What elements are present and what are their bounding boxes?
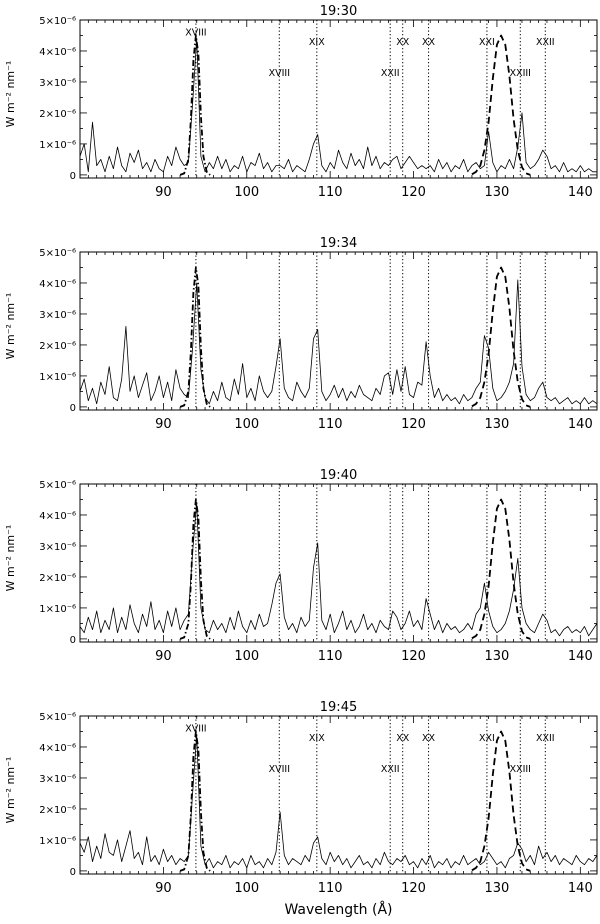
y-tick-label: 0 (70, 403, 76, 414)
y-tick-label: 0 (70, 171, 76, 182)
x-tick-label: 120 (401, 649, 426, 664)
marker-label: XVIII (185, 723, 206, 734)
panel-1: 19:34 90 100 110 120 130 140 0 1×10⁻⁶ 2×10⁻⁶ 3×10⁻… (4, 236, 598, 432)
marker-label: XXI (479, 37, 495, 48)
panel-title: 19:40 (320, 468, 357, 483)
y-tick-label: 1×10⁻⁶ (39, 372, 76, 383)
x-tick-label: 140 (568, 417, 593, 432)
x-tick-label: 100 (234, 881, 259, 896)
y-tick-label: 5×10⁻⁶ (39, 16, 76, 27)
y-tick-label: 1×10⁻⁶ (39, 604, 76, 615)
marker-label: XIX (309, 37, 325, 48)
panel-0: 19:30 XVIII XIX XX XX XXI XXII XVIII XXII XXIII 90… (4, 4, 598, 200)
y-tick-label: 4×10⁻⁶ (39, 47, 76, 58)
y-axis-label: W m⁻² nm⁻¹ (4, 525, 17, 592)
y-tick-label: 3×10⁻⁶ (39, 78, 76, 89)
x-tick-label: 130 (485, 881, 510, 896)
series-dashdot (179, 34, 211, 176)
y-tick-label: 3×10⁻⁶ (39, 542, 76, 553)
series-dashed (471, 498, 531, 640)
x-tick-label: 120 (401, 881, 426, 896)
series-solid (79, 734, 598, 869)
marker-label: XX (422, 733, 436, 744)
marker-label: XVIII (269, 68, 290, 79)
series-dashed (471, 730, 531, 872)
x-tick-label: 120 (401, 417, 426, 432)
y-tick-label: 5×10⁻⁶ (39, 480, 76, 491)
y-tick-label: 3×10⁻⁶ (39, 310, 76, 321)
y-tick-label: 2×10⁻⁶ (39, 341, 76, 352)
panel-2: 19:40 90 100 110 120 130 140 0 1×10⁻⁶ 2×10⁻⁶ 3×10⁻… (4, 468, 598, 664)
marker-label: XXII (536, 733, 555, 744)
y-tick-label: 3×10⁻⁶ (39, 774, 76, 785)
y-tick-label: 5×10⁻⁶ (39, 712, 76, 723)
y-tick-label: 0 (70, 635, 76, 646)
marker-label: XIX (309, 733, 325, 744)
x-axis-label: Wavelength (Å) (284, 901, 392, 918)
y-tick-label: 2×10⁻⁶ (39, 109, 76, 120)
y-tick-label: 4×10⁻⁶ (39, 511, 76, 522)
y-tick-label: 2×10⁻⁶ (39, 573, 76, 584)
marker-label: XX (396, 37, 410, 48)
x-tick-label: 110 (318, 417, 343, 432)
series-dashdot (179, 730, 211, 872)
x-tick-label: 130 (485, 185, 510, 200)
x-tick-label: 130 (485, 649, 510, 664)
series-solid (79, 279, 598, 405)
y-tick-label: 0 (70, 867, 76, 878)
x-tick-label: 130 (485, 417, 510, 432)
marker-label: XXII (381, 68, 400, 79)
x-tick-label: 100 (234, 417, 259, 432)
x-tick-label: 90 (155, 417, 172, 432)
panel-3: 19:45 XVIII XIX XX XX XXI XXII XVIII XXII XXIII 90… (4, 700, 598, 918)
marker-label: XXII (381, 764, 400, 775)
x-tick-label: 110 (318, 185, 343, 200)
x-tick-label: 100 (234, 185, 259, 200)
panel-title: 19:30 (320, 4, 357, 19)
y-tick-label: 4×10⁻⁶ (39, 743, 76, 754)
marker-label: XVIII (185, 27, 206, 38)
y-tick-label: 1×10⁻⁶ (39, 836, 76, 847)
y-axis-label: W m⁻² nm⁻¹ (4, 61, 17, 128)
x-tick-label: 140 (568, 649, 593, 664)
y-tick-label: 4×10⁻⁶ (39, 279, 76, 290)
y-tick-label: 1×10⁻⁶ (39, 140, 76, 151)
x-tick-label: 110 (318, 881, 343, 896)
x-tick-label: 90 (155, 881, 172, 896)
marker-label: XXIII (510, 68, 531, 79)
x-tick-label: 140 (568, 881, 593, 896)
series-solid (79, 38, 597, 173)
series-solid (79, 502, 598, 637)
series-dashed (471, 266, 531, 408)
marker-label: XX (422, 37, 436, 48)
marker-label: XVIII (269, 764, 290, 775)
marker-label: XXIII (510, 764, 531, 775)
x-tick-label: 140 (568, 185, 593, 200)
x-tick-label: 120 (401, 185, 426, 200)
marker-label: XXII (536, 37, 555, 48)
x-tick-label: 110 (318, 649, 343, 664)
panel-title: 19:45 (320, 700, 357, 715)
series-dashdot (179, 266, 211, 408)
x-tick-label: 100 (234, 649, 259, 664)
y-tick-label: 2×10⁻⁶ (39, 805, 76, 816)
x-tick-label: 90 (155, 185, 172, 200)
y-axis-label: W m⁻² nm⁻¹ (4, 293, 17, 360)
series-dashdot (179, 498, 211, 640)
marker-label: XXI (479, 733, 495, 744)
y-tick-label: 5×10⁻⁶ (39, 248, 76, 259)
x-tick-label: 90 (155, 649, 172, 664)
marker-label: XX (396, 733, 410, 744)
y-axis-label: W m⁻² nm⁻¹ (4, 757, 17, 824)
series-dashed (471, 34, 531, 176)
panel-title: 19:34 (320, 236, 357, 251)
